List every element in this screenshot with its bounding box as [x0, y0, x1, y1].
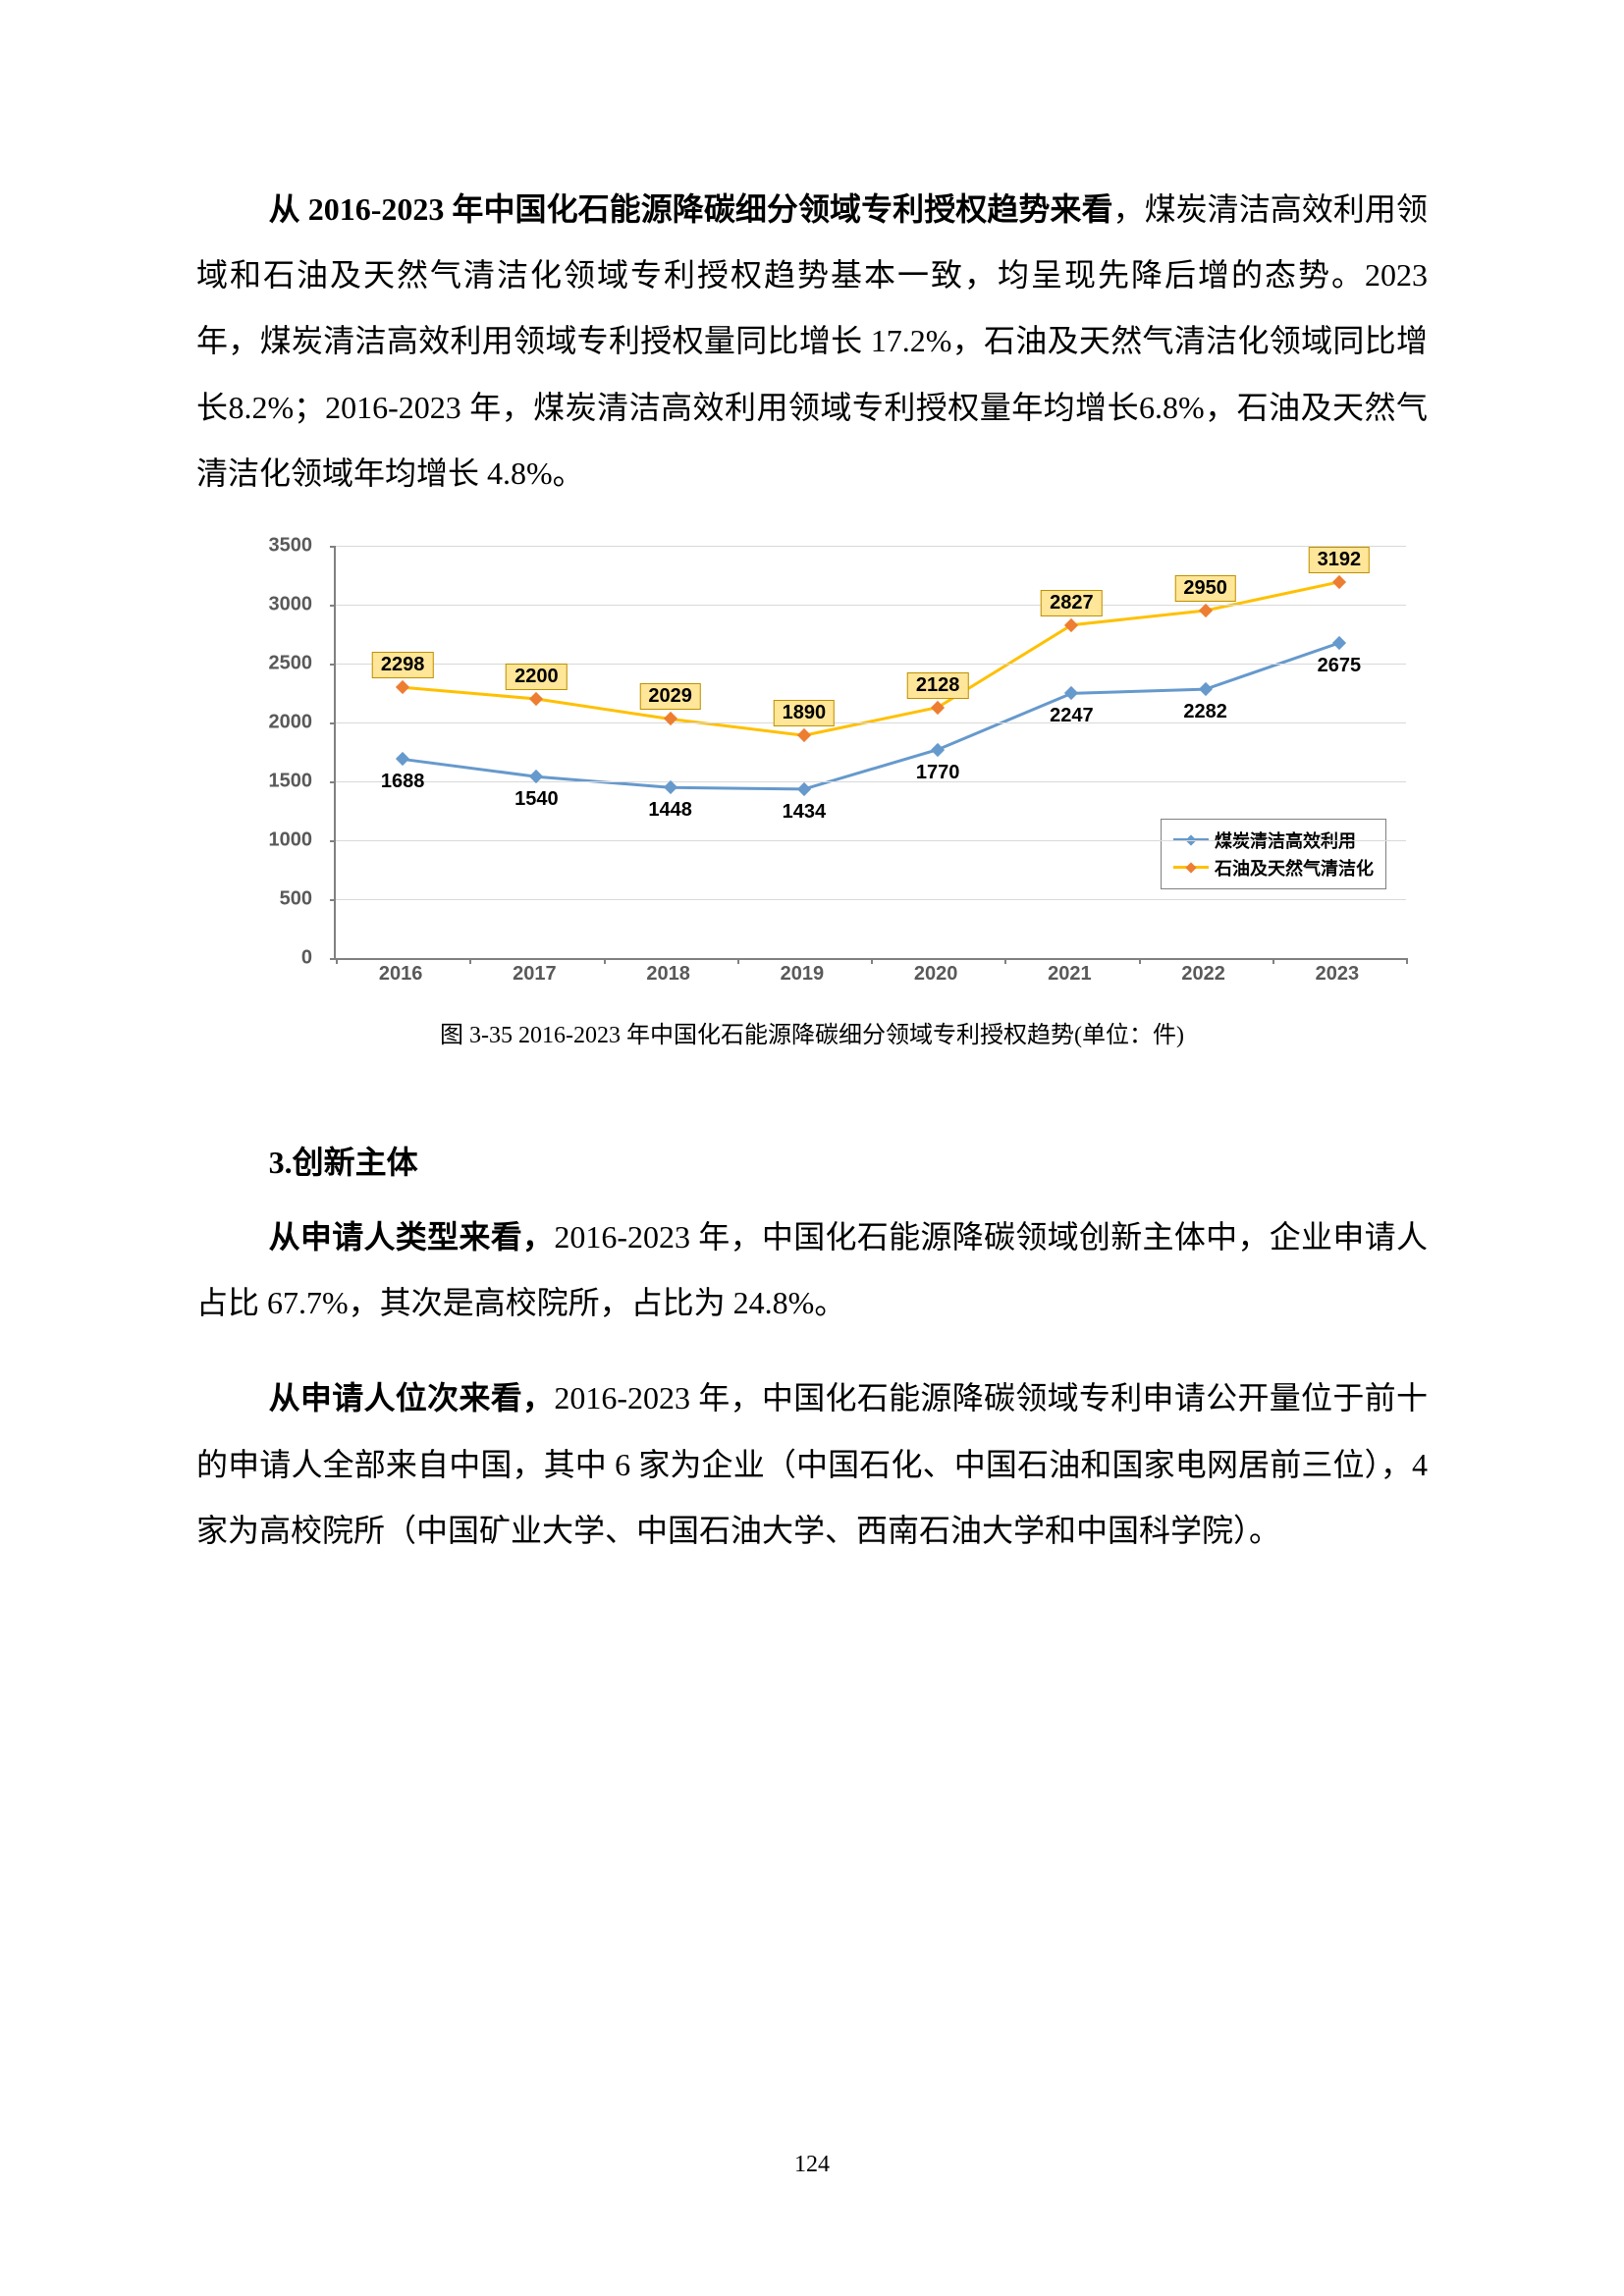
- y-tick-mark: [330, 781, 336, 783]
- x-tick-label: 2020: [914, 963, 958, 986]
- section-heading: 3.创新主体: [196, 1138, 1428, 1183]
- document-page: 从 2016-2023 年中国化石能源降碳细分领域专利授权趋势来看，煤炭清洁高效…: [0, 0, 1624, 1691]
- legend-row-2: 石油及天然气清洁化: [1173, 855, 1374, 881]
- y-tick-mark: [330, 722, 336, 724]
- legend-marker-2: [1185, 862, 1196, 873]
- x-tick-mark: [604, 958, 606, 964]
- x-tick-mark: [1139, 958, 1141, 964]
- data-label: 1448: [648, 799, 692, 822]
- para1-bold: 从 2016-2023 年中国化石能源降碳细分领域专利授权趋势来看: [269, 191, 1113, 227]
- y-tick-mark: [330, 664, 336, 666]
- y-tick-mark: [330, 899, 336, 901]
- y-tick-label: 3000: [269, 593, 313, 615]
- x-tick-label: 2023: [1316, 963, 1360, 986]
- legend-label-2: 石油及天然气清洁化: [1215, 855, 1374, 881]
- y-tick-label: 500: [280, 887, 312, 910]
- x-tick-mark: [336, 958, 338, 964]
- x-tick-label: 2017: [513, 963, 557, 986]
- para3-bold: 从申请人位次来看，: [269, 1380, 555, 1415]
- data-label: 2200: [506, 664, 568, 690]
- y-tick-mark: [330, 546, 336, 548]
- chart-caption: 图 3-35 2016-2023 年中国化石能源降碳细分领域专利授权趋势(单位：…: [206, 1015, 1418, 1049]
- x-tick-mark: [1406, 958, 1408, 964]
- data-label: 1688: [381, 771, 425, 793]
- y-tick-label: 1500: [269, 770, 313, 792]
- grid-line: [336, 722, 1406, 723]
- x-tick-label: 2022: [1181, 963, 1225, 986]
- y-tick-label: 2000: [269, 711, 313, 733]
- data-label: 2247: [1050, 705, 1094, 727]
- y-tick-label: 1000: [269, 828, 313, 851]
- data-label: 1890: [774, 700, 836, 726]
- x-tick-label: 2021: [1048, 963, 1092, 986]
- data-label: 2950: [1174, 575, 1236, 602]
- grid-line: [336, 781, 1406, 782]
- chart-lines: [336, 546, 1406, 958]
- x-tick-mark: [1272, 958, 1274, 964]
- x-tick-mark: [1004, 958, 1006, 964]
- data-label: 1770: [916, 762, 960, 784]
- grid-line: [336, 840, 1406, 841]
- y-tick-label: 0: [301, 946, 312, 969]
- data-label: 1540: [514, 788, 559, 811]
- para2-bold: 从申请人类型来看，: [269, 1219, 555, 1255]
- x-tick-label: 2018: [646, 963, 690, 986]
- grid-line: [336, 546, 1406, 547]
- legend-line-2: [1173, 866, 1209, 869]
- data-label: 2282: [1183, 701, 1227, 723]
- chart-container: 0500100015002000250030003500 煤炭清洁高效利用: [206, 546, 1418, 1049]
- line-chart: 0500100015002000250030003500 煤炭清洁高效利用: [245, 546, 1424, 997]
- plot-area: 煤炭清洁高效利用 石油及天然气清洁化 1688 1540 1448 1434 1770 2…: [334, 546, 1406, 960]
- data-label: 2675: [1318, 655, 1362, 677]
- paragraph-3: 从申请人位次来看，2016-2023 年，中国化石能源降碳领域专利申请公开量位于…: [196, 1365, 1428, 1564]
- x-tick-label: 2016: [379, 963, 423, 986]
- y-tick-mark: [330, 605, 336, 607]
- paragraph-2: 从申请人类型来看，2016-2023 年，中国化石能源降碳领域创新主体中，企业申…: [196, 1204, 1428, 1336]
- data-label: 2128: [907, 672, 969, 699]
- grid-line: [336, 605, 1406, 606]
- y-tick-label: 2500: [269, 652, 313, 674]
- x-tick-mark: [469, 958, 471, 964]
- chart-legend: 煤炭清洁高效利用 石油及天然气清洁化: [1161, 819, 1386, 889]
- y-tick-label: 3500: [269, 534, 313, 557]
- grid-line: [336, 899, 1406, 900]
- x-tick-mark: [871, 958, 873, 964]
- data-label: 2827: [1041, 590, 1103, 616]
- data-label: 2298: [372, 652, 434, 678]
- x-tick-label: 2019: [781, 963, 825, 986]
- data-label: 3192: [1309, 547, 1371, 573]
- data-label: 1434: [783, 801, 827, 824]
- x-tick-mark: [737, 958, 739, 964]
- para1-rest: ，煤炭清洁高效利用领域和石油及天然气清洁化领域专利授权趋势基本一致，均呈现先降后…: [196, 191, 1428, 491]
- y-tick-mark: [330, 840, 336, 842]
- page-number: 124: [0, 2152, 1624, 2178]
- data-label: 2029: [639, 683, 701, 710]
- y-axis: 0500100015002000250030003500: [245, 546, 324, 958]
- paragraph-1: 从 2016-2023 年中国化石能源降碳细分领域专利授权趋势来看，煤炭清洁高效…: [196, 177, 1428, 507]
- grid-line: [336, 664, 1406, 665]
